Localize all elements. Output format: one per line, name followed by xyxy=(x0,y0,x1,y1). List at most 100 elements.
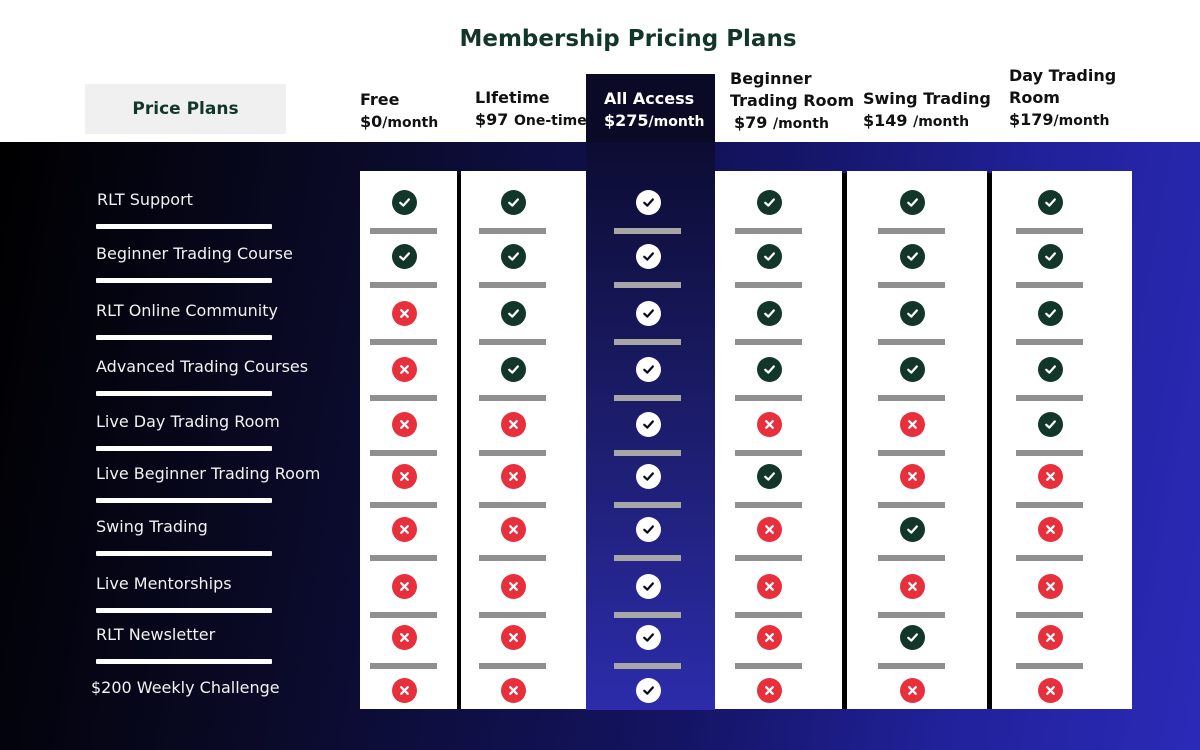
cell-divider xyxy=(479,395,546,401)
feature-divider xyxy=(96,608,272,613)
cell-divider xyxy=(370,450,437,456)
check-circle-icon xyxy=(636,678,661,703)
cell-divider xyxy=(479,612,546,618)
x-circle-icon xyxy=(501,625,526,650)
check-circle-icon xyxy=(636,625,661,650)
plan-price-line: $179/month xyxy=(1009,109,1129,132)
x-circle-icon xyxy=(900,412,925,437)
plan-header-all-access[interactable]: All Access $275/month xyxy=(604,88,704,133)
column-separator xyxy=(457,173,461,709)
cell-divider xyxy=(735,612,802,618)
plan-name: LIfetime xyxy=(475,88,550,107)
feature-divider xyxy=(96,391,272,396)
cell-divider xyxy=(735,395,802,401)
cell-divider xyxy=(614,663,681,669)
cell-divider xyxy=(878,450,945,456)
x-circle-icon xyxy=(392,625,417,650)
plan-price: $0 xyxy=(360,112,383,131)
cell-divider xyxy=(878,395,945,401)
cell-divider xyxy=(614,395,681,401)
feature-label: Beginner Trading Course xyxy=(96,244,293,263)
check-circle-icon xyxy=(757,464,782,489)
x-circle-icon xyxy=(900,574,925,599)
check-circle-icon xyxy=(900,244,925,269)
plan-period: /month xyxy=(772,116,829,132)
check-circle-icon xyxy=(636,464,661,489)
plan-name: Day Trading Room xyxy=(1009,66,1117,107)
cell-divider xyxy=(614,339,681,345)
cell-divider xyxy=(1016,663,1083,669)
plan-price: $179 xyxy=(1009,110,1054,129)
check-circle-icon xyxy=(900,190,925,215)
cell-divider xyxy=(878,339,945,345)
plan-period: /month xyxy=(382,115,439,131)
check-circle-icon xyxy=(501,301,526,326)
cell-divider xyxy=(1016,555,1083,561)
cell-divider xyxy=(479,555,546,561)
x-circle-icon xyxy=(392,357,417,382)
check-circle-icon xyxy=(392,190,417,215)
x-circle-icon xyxy=(757,517,782,542)
cell-divider xyxy=(1016,450,1083,456)
cell-divider xyxy=(1016,228,1083,234)
cell-divider xyxy=(1016,395,1083,401)
plan-name: Beginner Trading Room xyxy=(730,69,855,110)
check-circle-icon xyxy=(900,301,925,326)
cell-divider xyxy=(1016,339,1083,345)
x-circle-icon xyxy=(757,574,782,599)
plan-price-line: $0/month xyxy=(360,111,438,134)
plan-header-swing-trading[interactable]: Swing Trading $149 /month xyxy=(863,88,991,133)
cell-divider xyxy=(735,339,802,345)
x-circle-icon xyxy=(392,574,417,599)
feature-divider xyxy=(96,498,272,503)
x-circle-icon xyxy=(501,464,526,489)
plan-price: $97 xyxy=(475,110,509,129)
x-circle-icon xyxy=(900,678,925,703)
feature-label: RLT Support xyxy=(97,190,193,209)
cell-divider xyxy=(614,282,681,288)
feature-label: Advanced Trading Courses xyxy=(96,357,309,376)
x-circle-icon xyxy=(392,412,417,437)
check-circle-icon xyxy=(636,301,661,326)
cell-divider xyxy=(1016,502,1083,508)
feature-divider xyxy=(96,659,272,664)
plan-period: /month xyxy=(913,114,970,130)
cell-divider xyxy=(735,450,802,456)
cell-divider xyxy=(370,395,437,401)
column-separator xyxy=(842,173,847,709)
cell-divider xyxy=(1016,612,1083,618)
plan-price: $79 xyxy=(734,113,768,132)
check-circle-icon xyxy=(757,190,782,215)
feature-label: Live Beginner Trading Room xyxy=(96,464,321,483)
feature-divider xyxy=(96,446,272,451)
plan-header-free[interactable]: Free $0/month xyxy=(360,89,438,134)
cell-divider xyxy=(479,339,546,345)
feature-label: Live Day Trading Room xyxy=(96,412,280,431)
cell-divider xyxy=(878,228,945,234)
x-circle-icon xyxy=(900,464,925,489)
cell-divider xyxy=(479,282,546,288)
plan-header-lifetime[interactable]: LIfetime $97 One-time xyxy=(475,87,587,132)
x-circle-icon xyxy=(1038,625,1063,650)
feature-label: RLT Newsletter xyxy=(96,625,216,644)
check-circle-icon xyxy=(636,190,661,215)
plan-price-line: $275/month xyxy=(604,110,704,133)
feature-divider xyxy=(96,335,272,340)
plan-period: One-time xyxy=(513,113,587,129)
cell-divider xyxy=(479,663,546,669)
cell-divider xyxy=(878,555,945,561)
plan-price-line: $97 One-time xyxy=(475,109,587,132)
feature-label: RLT Online Community xyxy=(96,301,278,320)
cell-divider xyxy=(370,663,437,669)
check-circle-icon xyxy=(501,357,526,382)
plan-header-beginner-trading-room[interactable]: Beginner Trading Room $79 /month xyxy=(730,68,860,135)
check-circle-icon xyxy=(757,244,782,269)
plan-price-line: $149 /month xyxy=(863,110,991,133)
x-circle-icon xyxy=(1038,678,1063,703)
check-circle-icon xyxy=(900,357,925,382)
plan-name: Swing Trading xyxy=(863,89,991,108)
plan-header-day-trading-room[interactable]: Day Trading Room $179/month xyxy=(1009,65,1129,132)
check-circle-icon xyxy=(1038,357,1063,382)
x-circle-icon xyxy=(392,301,417,326)
feature-divider xyxy=(96,278,272,283)
